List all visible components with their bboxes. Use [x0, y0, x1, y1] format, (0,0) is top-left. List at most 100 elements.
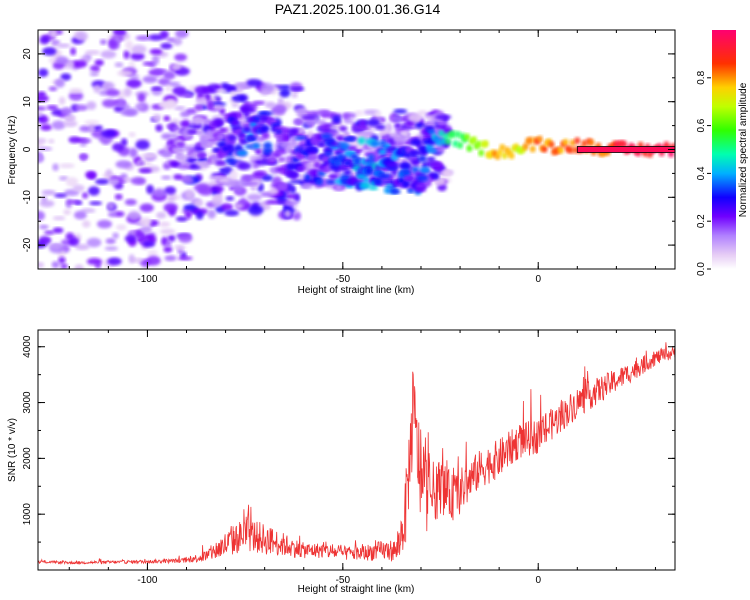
heatmap-cell [82, 220, 91, 228]
heatmap-cell [284, 193, 298, 200]
heatmap-cell [208, 175, 223, 181]
heatmap-cell [178, 233, 193, 243]
snr-x-ticks: -100 -50 0 [68, 330, 656, 586]
heatmap-cell [80, 208, 96, 213]
heatmap-cell [320, 133, 333, 140]
heatmap-cell [581, 139, 588, 147]
heatmap-cell [411, 166, 420, 174]
heatmap-cell [307, 146, 318, 153]
heatmap-cell [194, 85, 210, 96]
spectrogram-x-tick-label: -50 [336, 274, 351, 285]
heatmap-cell [410, 138, 423, 146]
heatmap-cell [86, 101, 97, 110]
heatmap-cell [343, 118, 354, 124]
heatmap-cell [225, 85, 237, 91]
heatmap-cell [76, 31, 88, 42]
heatmap-cell [237, 161, 252, 171]
heatmap-cell [501, 152, 508, 160]
heatmap-cell [212, 104, 224, 110]
heatmap-cell [316, 178, 323, 186]
heatmap-cell [316, 109, 331, 116]
heatmap-cell [391, 167, 398, 177]
heatmap-cell [65, 177, 79, 187]
heatmap-cell [49, 30, 58, 38]
heatmap-cell [125, 40, 133, 51]
heatmap-cell [170, 132, 178, 140]
heatmap-cell [152, 113, 162, 122]
heatmap-cell [393, 135, 408, 143]
heatmap-cell [38, 115, 49, 124]
heatmap-cell [152, 188, 167, 198]
heatmap-cell [51, 120, 66, 130]
heatmap-cell [375, 124, 386, 131]
heatmap-cell [541, 145, 548, 153]
heatmap-cell [185, 210, 192, 220]
heatmap-cell [229, 169, 238, 180]
heatmap-cell [192, 123, 203, 129]
heatmap-cell [128, 254, 135, 264]
heatmap-cell [443, 132, 449, 140]
heatmap-cell [324, 151, 333, 157]
heatmap-cell [38, 106, 47, 111]
heatmap-cell [263, 148, 273, 154]
heatmap-cell [296, 165, 305, 172]
heatmap-cell [378, 149, 387, 155]
heatmap-cell [306, 153, 318, 162]
heatmap-cell [529, 145, 536, 153]
heatmap-cell [94, 59, 104, 66]
snr-y-tick-label: 2000 [22, 447, 33, 470]
heatmap-cell [54, 78, 65, 88]
heatmap-cell [130, 52, 145, 61]
heatmap-cell [385, 184, 394, 188]
heatmap-cell [64, 115, 77, 121]
heatmap-cell [128, 210, 141, 221]
heatmap-cell [284, 200, 299, 207]
heatmap-cell [354, 149, 361, 155]
heatmap-cell [170, 64, 182, 71]
heatmap-cell [291, 92, 298, 98]
heatmap-cell [268, 157, 277, 161]
heatmap-cell [194, 104, 204, 111]
heatmap-cell [219, 107, 226, 115]
spectrogram-y-ticks: -20 -10 0 10 20 [22, 29, 675, 270]
heatmap-cell [230, 118, 240, 127]
heatmap-cell [307, 130, 314, 140]
heatmap-cell [426, 148, 438, 154]
heatmap-cell [235, 186, 243, 194]
heatmap-cell [108, 39, 118, 49]
heatmap-cell [330, 144, 342, 150]
heatmap-cell [224, 209, 240, 217]
heatmap-cell [38, 142, 45, 147]
heatmap-cell [195, 97, 208, 106]
heatmap-cell [48, 138, 55, 144]
heatmap-cell [301, 182, 314, 190]
heatmap-cell [60, 107, 73, 116]
heatmap-cell [93, 84, 102, 94]
heatmap-cell [288, 127, 299, 135]
heatmap-cell [89, 65, 100, 72]
heatmap-cell [105, 169, 113, 177]
heatmap-cell [373, 177, 383, 186]
heatmap-cell [207, 209, 216, 219]
heatmap-cell [304, 118, 316, 127]
heatmap-cell [574, 137, 581, 145]
spectrogram-x-tick-label: 0 [535, 274, 541, 285]
heatmap-cell [234, 203, 243, 209]
spectrogram-y-axis-label: Frequency (Hz) [7, 116, 18, 185]
heatmap-cell [236, 149, 248, 157]
heatmap-cell [408, 113, 423, 122]
heatmap-cell [174, 245, 186, 250]
heatmap-cell [249, 121, 258, 128]
heatmap-cell [105, 238, 116, 245]
heatmap-cell [114, 62, 124, 68]
snr-y-tick-label: 4000 [22, 335, 33, 358]
heatmap-cell [115, 160, 132, 169]
heatmap-cell [177, 256, 193, 261]
heatmap-cell [457, 141, 464, 149]
heatmap-cell [155, 124, 163, 132]
heatmap-cell [252, 142, 261, 150]
heatmap-cell [562, 138, 569, 146]
heatmap-cell [318, 142, 326, 147]
snr-y-tick-label: 3000 [22, 391, 33, 414]
heatmap-cell [124, 198, 137, 206]
